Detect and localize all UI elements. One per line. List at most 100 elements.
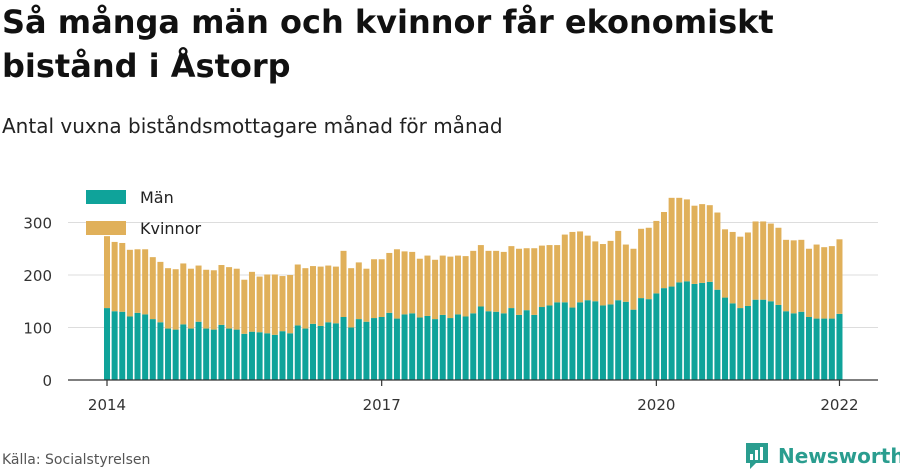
- bar-women: [157, 261, 164, 323]
- bar-men: [493, 311, 500, 380]
- bar-women: [737, 236, 744, 309]
- x-tick-label: 2022: [820, 396, 858, 414]
- bar-men: [294, 325, 301, 380]
- bar-men: [279, 331, 286, 380]
- bar-men: [676, 282, 683, 380]
- bar-men: [363, 321, 370, 380]
- bar-women: [416, 258, 423, 318]
- bar-women: [538, 245, 545, 308]
- legend-swatch: [86, 221, 126, 235]
- bar-men: [714, 289, 721, 380]
- bar-men: [424, 315, 431, 380]
- bar-women: [439, 255, 446, 315]
- bar-women: [393, 249, 400, 319]
- bar-women: [371, 259, 378, 319]
- bar-men: [172, 329, 179, 380]
- bar-men: [104, 308, 110, 380]
- bar-women: [554, 245, 561, 303]
- bar-men: [378, 317, 385, 380]
- bar-women: [325, 265, 332, 323]
- bar-men: [271, 334, 278, 380]
- x-tick-label: 2017: [363, 396, 401, 414]
- bar-men: [302, 328, 309, 380]
- bar-women: [172, 269, 179, 330]
- bar-women: [577, 231, 584, 303]
- bar-men: [485, 311, 492, 380]
- bar-women: [203, 269, 210, 329]
- bar-men: [706, 281, 713, 380]
- bar-women: [668, 197, 675, 287]
- bar-women: [302, 268, 309, 329]
- bar-women: [119, 242, 126, 312]
- bar-women: [767, 223, 774, 302]
- bar-women: [332, 266, 339, 324]
- bar-men: [470, 313, 477, 380]
- bar-women: [607, 240, 614, 305]
- bar-women: [294, 264, 301, 326]
- bar-women: [729, 231, 736, 304]
- bar-men: [454, 314, 461, 380]
- bar-men: [516, 314, 523, 380]
- bar-women: [187, 268, 194, 329]
- bar-men: [210, 329, 217, 380]
- y-axis-ticks: 0 100 200 300: [23, 215, 52, 391]
- bar-men: [828, 318, 835, 380]
- bar-women: [699, 204, 706, 283]
- bar-women: [706, 205, 713, 282]
- bar-men: [149, 319, 156, 380]
- bar-women: [683, 199, 690, 282]
- bar-men: [729, 303, 736, 380]
- bar-women: [142, 249, 149, 315]
- bar-women: [401, 251, 408, 315]
- bar-men: [203, 328, 210, 380]
- source-note: Källa: Socialstyrelsen: [2, 452, 151, 468]
- bar-men: [119, 311, 126, 380]
- bar-men: [805, 317, 812, 380]
- y-tick-label: 0: [42, 372, 52, 390]
- bar-men: [653, 293, 660, 380]
- bar-men: [111, 311, 118, 380]
- bar-men: [775, 304, 782, 380]
- y-tick-label: 200: [23, 267, 52, 285]
- bar-men: [699, 282, 706, 380]
- bar-men: [760, 299, 767, 380]
- bar-men: [355, 319, 362, 380]
- bar-men: [737, 308, 744, 380]
- bar-men: [752, 299, 759, 380]
- bar-men: [638, 298, 645, 380]
- bar-women: [821, 247, 828, 319]
- bar-women: [760, 221, 767, 300]
- bar-women: [310, 266, 317, 324]
- bar-men: [783, 311, 790, 380]
- bar-women: [516, 248, 523, 315]
- bar-women: [424, 255, 431, 316]
- bar-men: [798, 311, 805, 380]
- bar-men: [592, 301, 599, 380]
- bar-women: [432, 259, 439, 320]
- bar-men: [836, 313, 843, 380]
- bar-men: [416, 317, 423, 380]
- bar-men: [226, 328, 233, 380]
- bar-women: [111, 241, 118, 312]
- bar-women: [744, 232, 751, 306]
- bar-women: [348, 268, 355, 328]
- bar-women: [645, 227, 652, 300]
- bar-men: [691, 283, 698, 380]
- bar-men: [256, 332, 263, 380]
- bar-women: [500, 251, 507, 314]
- bar-women: [477, 245, 484, 307]
- bar-women: [561, 234, 568, 303]
- bar-women: [409, 251, 416, 314]
- bar-men: [447, 318, 454, 380]
- bar-men: [660, 288, 667, 380]
- bar-women: [470, 250, 477, 314]
- newsworthy-logo-icon: [746, 443, 768, 469]
- bar-women: [134, 249, 141, 313]
- chart-title: Så många män och kvinnor får ekonomiskt …: [2, 3, 774, 85]
- bar-women: [195, 265, 202, 322]
- bar-women: [630, 248, 637, 310]
- bar-men: [622, 301, 629, 380]
- bar-men: [248, 331, 255, 380]
- bar-men: [813, 318, 820, 380]
